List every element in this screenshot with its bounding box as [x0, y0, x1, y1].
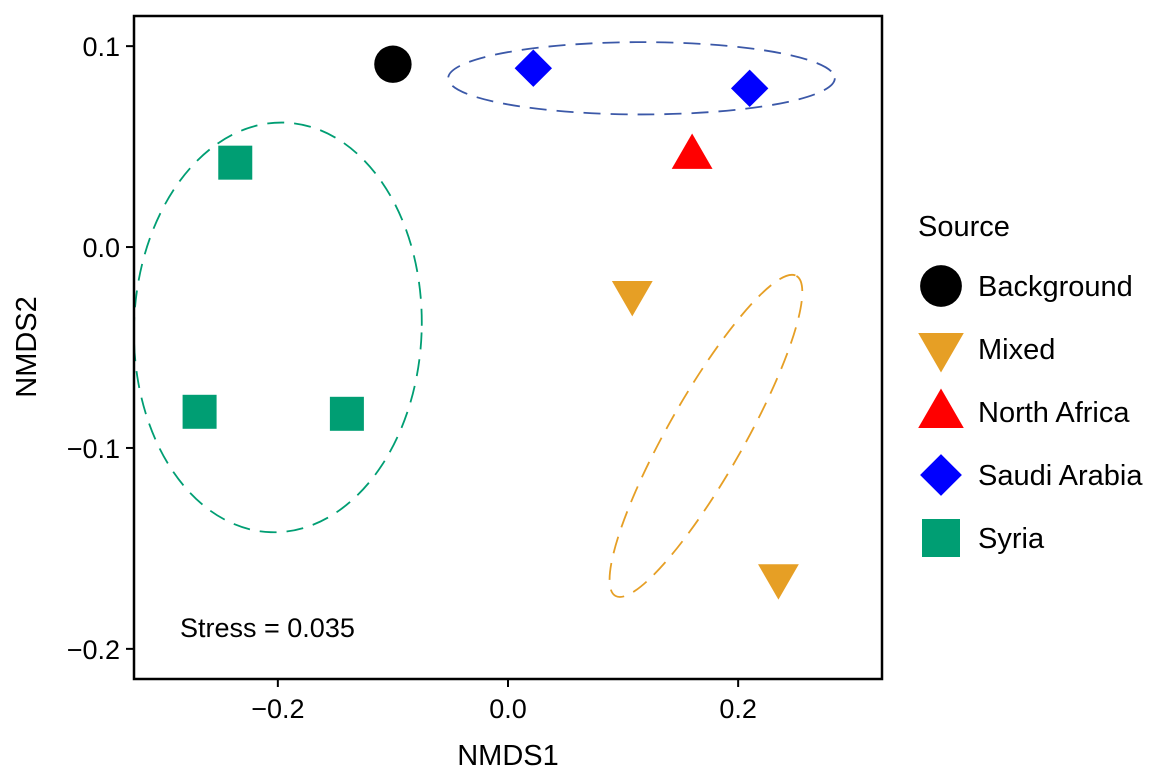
x-tick-label: 0.0 [489, 694, 527, 724]
x-axis-title: NMDS1 [457, 740, 559, 772]
y-tick-label: 0.0 [82, 233, 120, 263]
legend-label-mixed: Mixed [978, 334, 1055, 366]
data-point-mixed-1 [611, 280, 653, 317]
data-point-syria-2 [182, 394, 217, 429]
data-point-background-1 [374, 45, 412, 83]
data-point-north-africa-1 [671, 133, 713, 169]
y-axis: 0.1 0.0 −0.1 −0.2 [67, 32, 134, 665]
x-tick-label: 0.2 [719, 694, 757, 724]
legend-label-background: Background [978, 271, 1133, 303]
x-axis: −0.2 0.0 0.2 [251, 679, 757, 724]
point-layer [182, 45, 799, 600]
y-tick-label: −0.2 [67, 635, 120, 665]
data-point-mixed-2 [758, 564, 799, 600]
legend: Source Background Mixed North Africa Saudi … [918, 211, 1143, 557]
data-point-syria-3 [329, 396, 364, 431]
legend-key-north-africa [918, 388, 964, 428]
confidence-ellipse-saudi-arabia [447, 41, 836, 116]
stress-annotation: Stress = 0.035 [180, 613, 355, 643]
confidence-ellipse-syria [134, 121, 423, 534]
legend-label-syria: Syria [978, 523, 1045, 555]
legend-label-saudi-arabia: Saudi Arabia [978, 460, 1143, 492]
y-axis-title: NMDS2 [11, 296, 43, 398]
legend-key-mixed [918, 333, 964, 373]
y-tick-label: −0.1 [67, 434, 120, 464]
data-point-saudi-arabia-2 [730, 69, 769, 108]
data-point-syria-1 [218, 145, 253, 180]
confidence-ellipse-mixed [608, 273, 804, 598]
y-tick-label: 0.1 [82, 32, 120, 62]
legend-key-saudi-arabia [920, 454, 962, 496]
x-tick-label: −0.2 [251, 694, 304, 724]
data-point-saudi-arabia-1 [514, 49, 553, 87]
legend-key-syria [922, 519, 960, 557]
legend-label-north-africa: North Africa [978, 397, 1130, 429]
legend-key-background [920, 265, 962, 307]
ellipse-layer [134, 41, 836, 598]
legend-title: Source [918, 211, 1010, 243]
